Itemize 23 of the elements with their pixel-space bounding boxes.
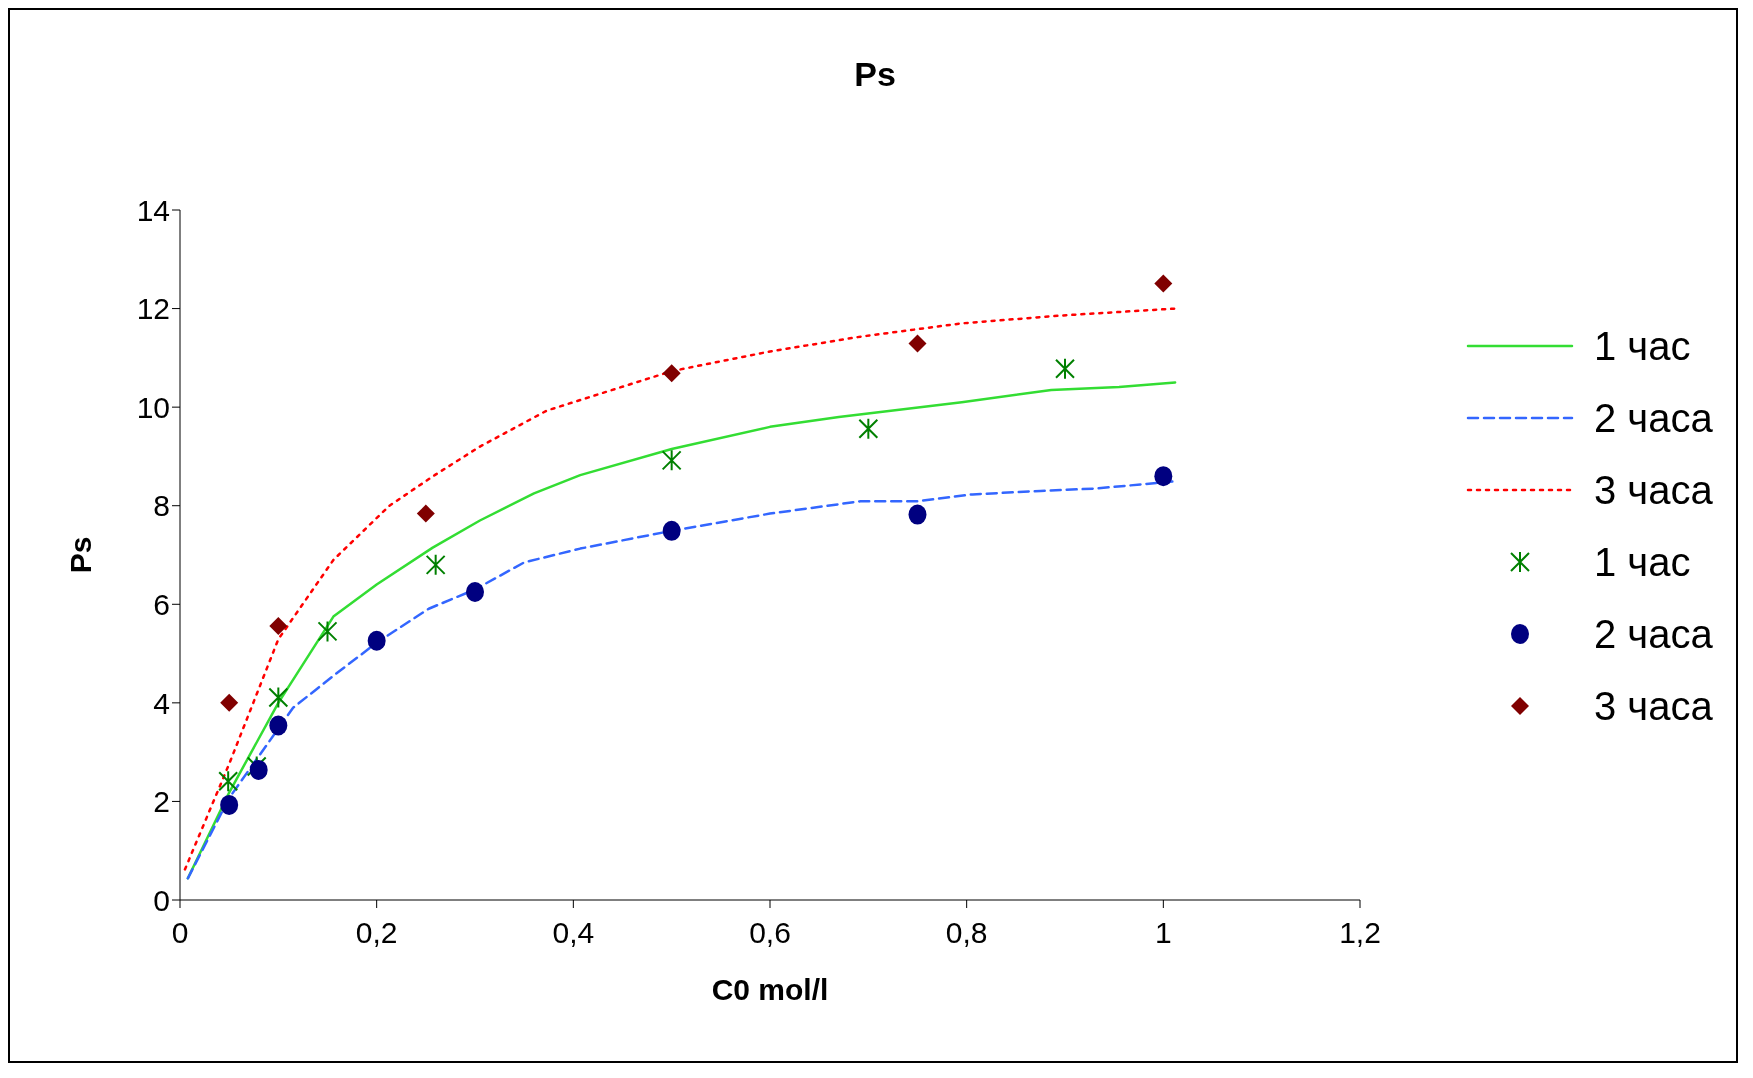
- y-tick-label: 2: [153, 785, 170, 819]
- y-tick-label: 14: [136, 193, 170, 227]
- y-tick-label: 0: [153, 883, 170, 917]
- chart-title: Ps: [853, 55, 897, 94]
- x-tick-label: 1: [1154, 916, 1172, 950]
- legend-label: 1 час: [1594, 539, 1691, 585]
- x-tick-label: 0,8: [945, 916, 988, 950]
- x-tick-label: 1,2: [1339, 916, 1381, 950]
- y-axis-title: Ps: [63, 536, 97, 574]
- x-axis-title: C0 mol/l: [711, 973, 829, 1006]
- x-tick-label: 0,4: [552, 916, 595, 950]
- legend-label: 2 часа: [1594, 611, 1713, 657]
- y-tick-label: 10: [136, 390, 170, 424]
- y-tick-label: 4: [153, 686, 170, 720]
- legend-label: 3 часа: [1594, 683, 1713, 729]
- legend-label: 3 часа: [1594, 467, 1713, 513]
- y-tick-label: 6: [153, 587, 170, 621]
- y-tick-label: 12: [136, 292, 170, 326]
- y-tick-label: 8: [153, 489, 170, 523]
- x-tick-label: 0,2: [355, 916, 398, 950]
- legend-label: 2 часа: [1594, 395, 1713, 441]
- x-tick-label: 0,6: [749, 916, 791, 950]
- legend-label: 1 час: [1594, 323, 1691, 369]
